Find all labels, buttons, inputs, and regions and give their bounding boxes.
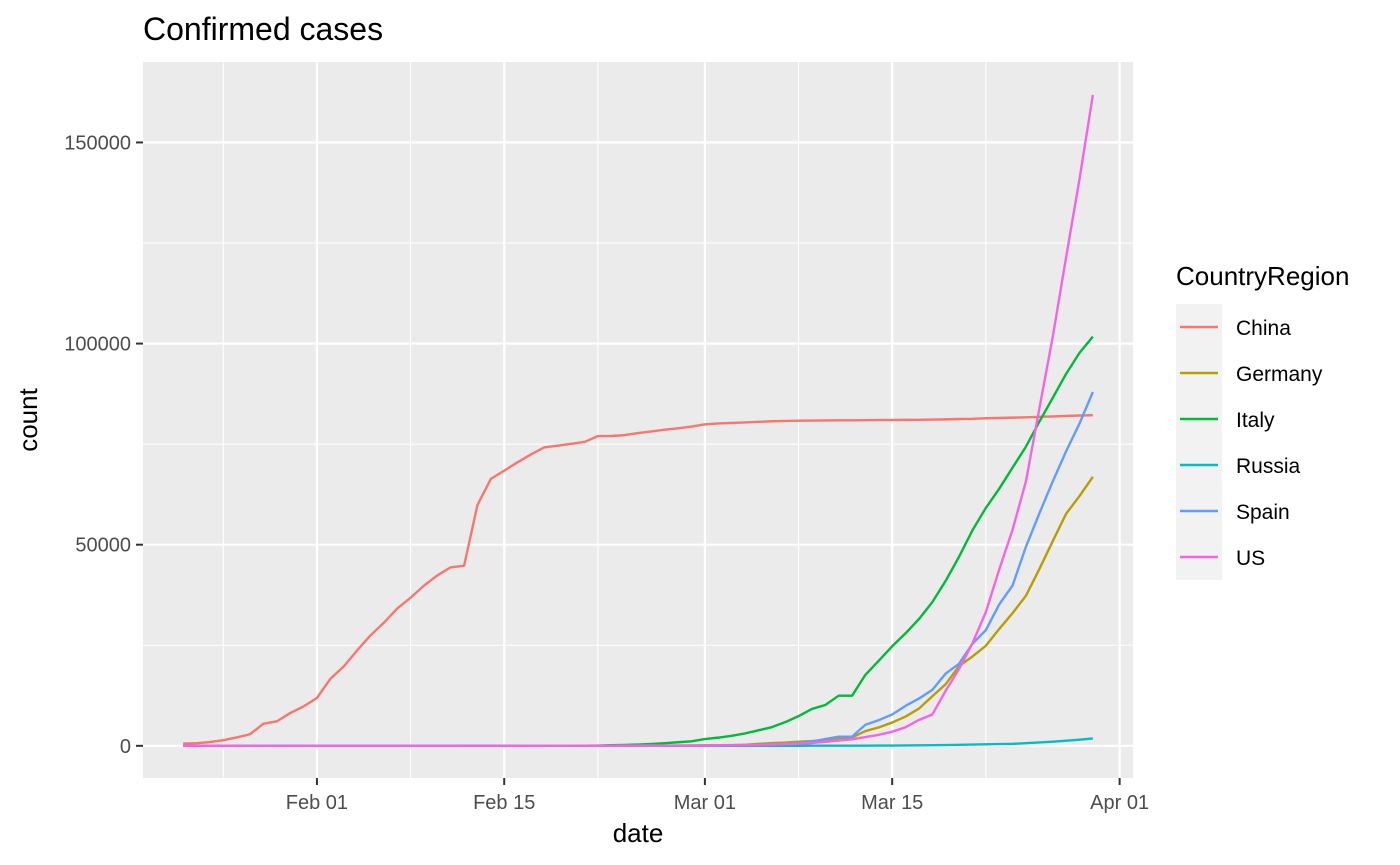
y-axis: 0 50000 100000 150000 <box>64 132 143 758</box>
legend-items: China Germany Italy Russia Spain US <box>1180 317 1323 570</box>
legend-title: CountryRegion <box>1176 261 1349 291</box>
legend-key-background <box>1176 304 1222 580</box>
legend-label-russia: Russia <box>1236 455 1301 478</box>
legend-label-germany: Germany <box>1236 363 1323 386</box>
x-tick-label: Mar 01 <box>674 792 736 814</box>
y-tick-label: 150000 <box>64 132 131 154</box>
x-tick-label: Feb 01 <box>286 792 348 814</box>
series-line-us <box>183 94 1095 748</box>
chart-title: Confirmed cases <box>143 11 383 47</box>
x-axis: Feb 01 Feb 15 Mar 01 Mar 15 Apr 01 <box>286 778 1149 814</box>
y-tick-label: 50000 <box>75 535 131 557</box>
series-line-china <box>183 413 1093 745</box>
series-lines <box>183 94 1095 748</box>
x-axis-title: date <box>613 818 664 848</box>
legend-label-italy: Italy <box>1236 409 1275 432</box>
plot-panel <box>143 62 1133 778</box>
legend: CountryRegion China Germany Italy Russia Spa… <box>1176 261 1349 580</box>
y-tick-label: 0 <box>120 736 131 758</box>
y-tick-label: 100000 <box>64 334 131 356</box>
legend-label-china: China <box>1236 317 1291 340</box>
legend-label-spain: Spain <box>1236 501 1290 524</box>
x-tick-label: Mar 15 <box>861 792 923 814</box>
x-tick-label: Feb 15 <box>473 792 535 814</box>
legend-label-us: US <box>1236 547 1265 570</box>
x-tick-label: Apr 01 <box>1090 792 1149 814</box>
minor-gridlines <box>143 62 1133 778</box>
y-axis-title: count <box>13 387 43 451</box>
